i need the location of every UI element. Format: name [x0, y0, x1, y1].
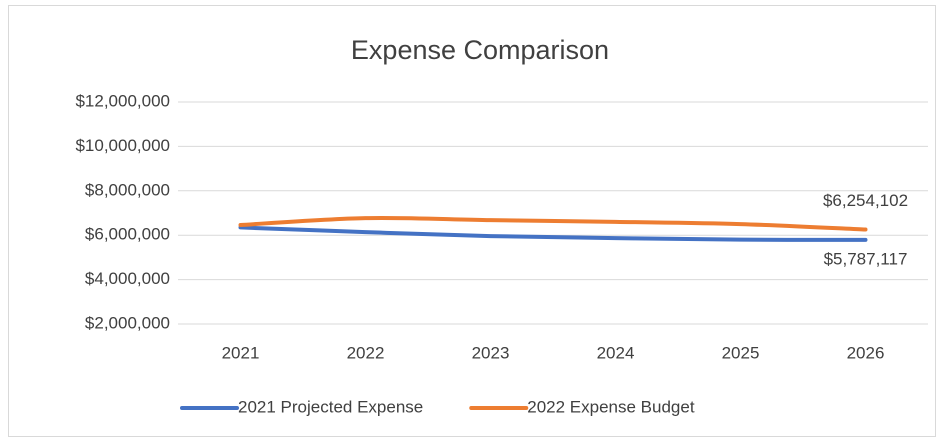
legend-label: 2021 Projected Expense [238, 397, 423, 416]
y-tick-label: $8,000,000 [85, 180, 170, 199]
legend-label: 2022 Expense Budget [527, 397, 695, 416]
x-tick-label: 2025 [722, 343, 760, 362]
data-label: $5,787,117 [824, 249, 908, 268]
y-tick-label: $6,000,000 [85, 225, 170, 244]
y-tick-label: $4,000,000 [85, 269, 170, 288]
y-tick-label: $12,000,000 [75, 91, 170, 110]
x-tick-label: 2023 [472, 343, 510, 362]
x-tick-label: 2024 [597, 343, 635, 362]
x-tick-label: 2026 [847, 343, 885, 362]
x-tick-label: 2022 [347, 343, 385, 362]
y-tick-label: $10,000,000 [75, 136, 170, 155]
x-tick-label: 2021 [222, 343, 260, 362]
series-line [238, 215, 868, 232]
data-label: $6,254,102 [823, 191, 908, 210]
chart-title: Expense Comparison [351, 35, 609, 65]
series-line [238, 225, 868, 242]
y-tick-label: $2,000,000 [85, 313, 170, 332]
